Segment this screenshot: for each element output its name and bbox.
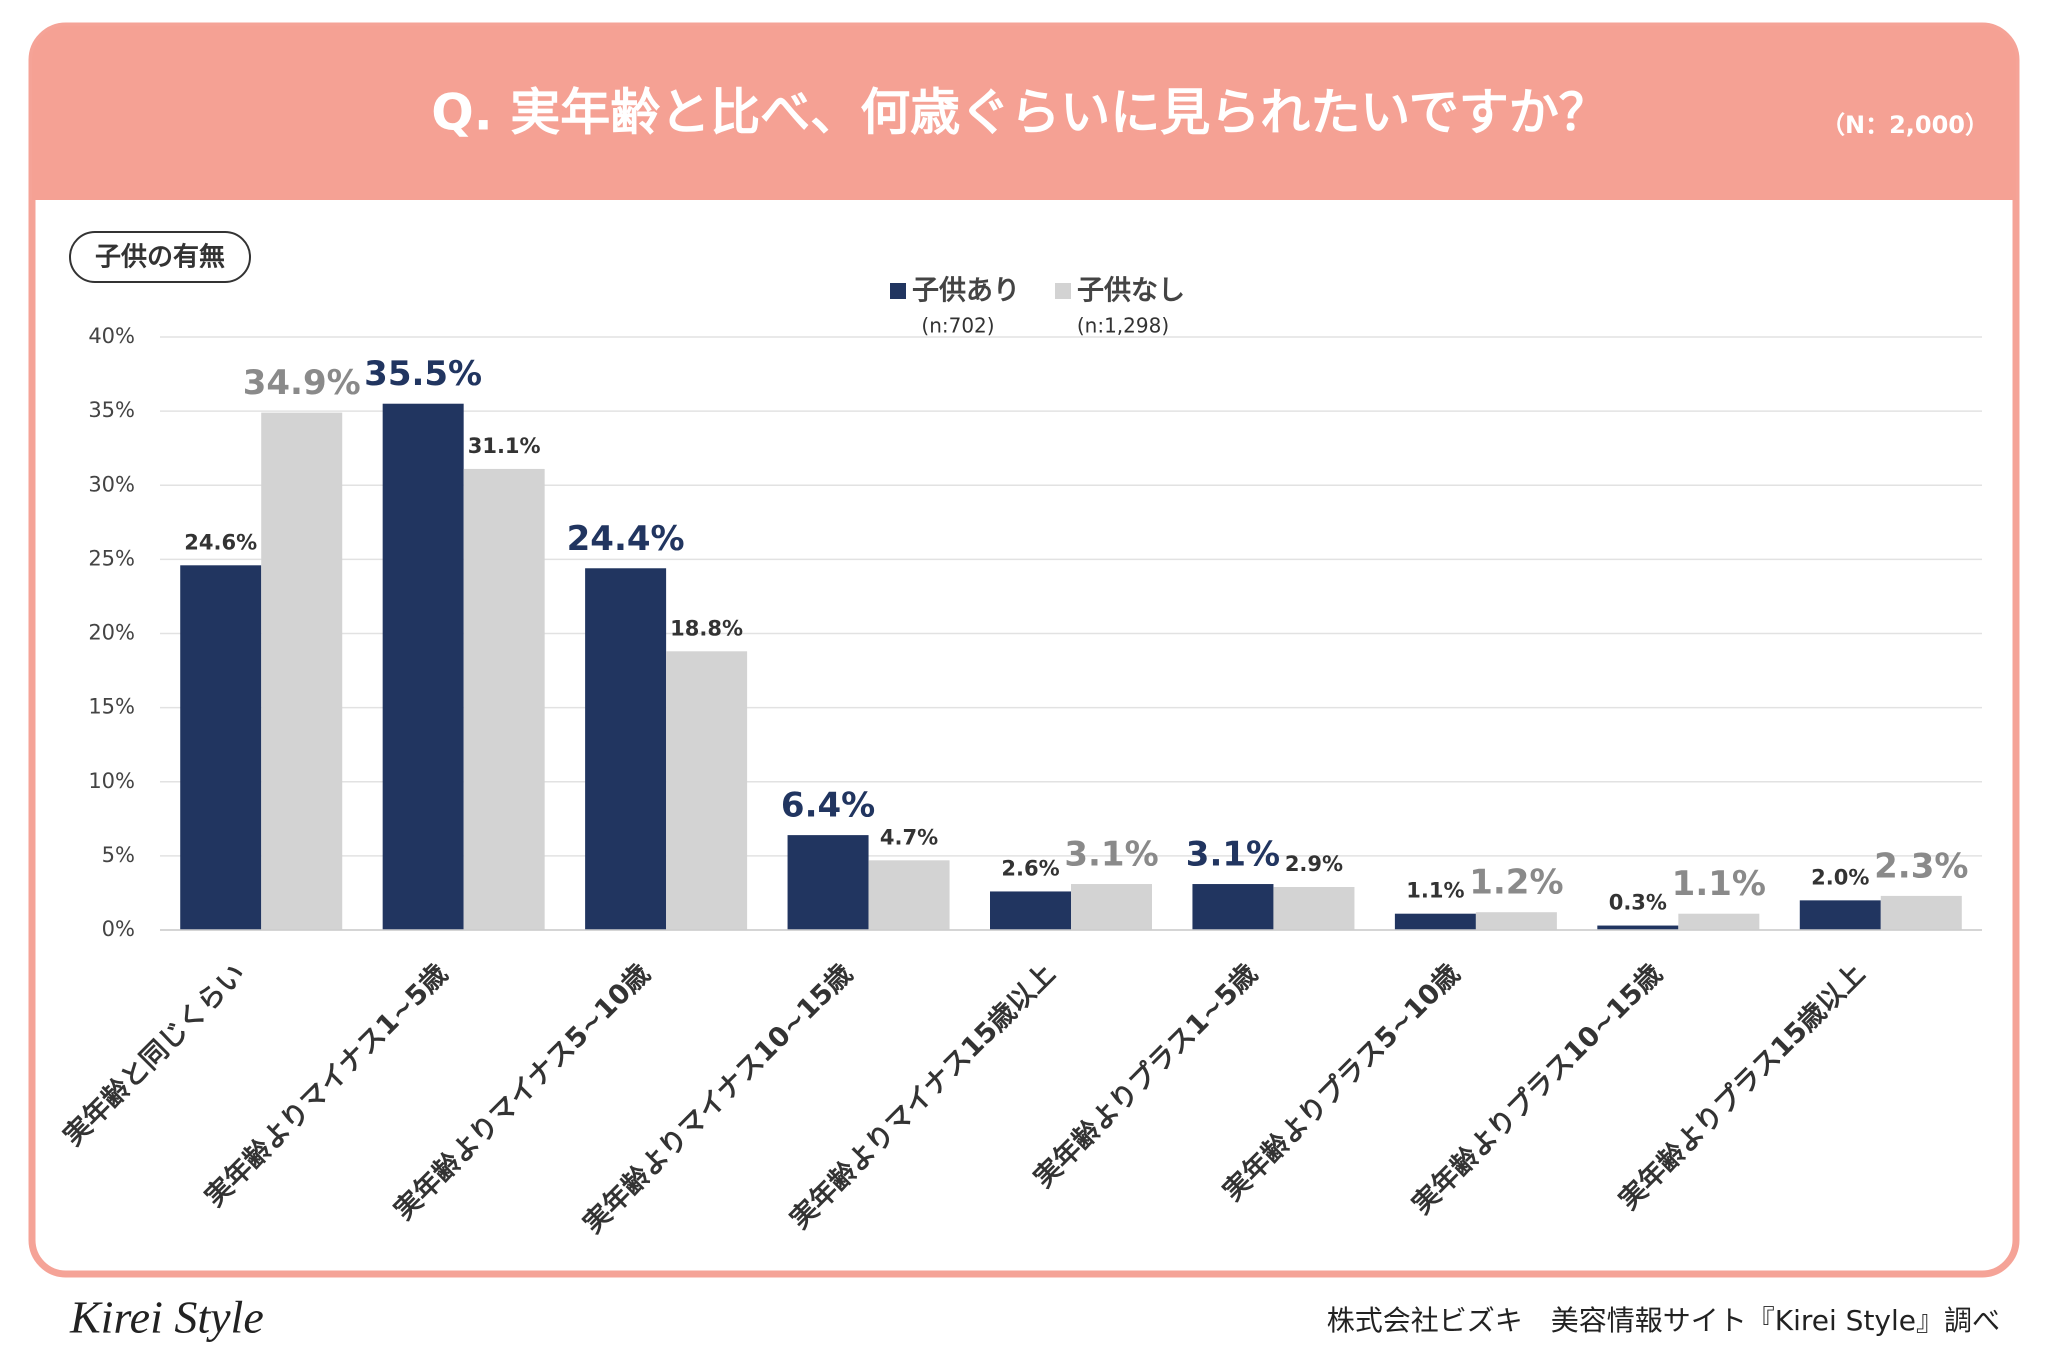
bar <box>180 565 262 930</box>
bar <box>382 403 464 930</box>
legend-note: (n:1,298) <box>1077 314 1169 338</box>
value-label: 34.9% <box>243 363 361 403</box>
legend-note: (n:702) <box>921 314 994 338</box>
bar <box>1475 912 1557 930</box>
bar <box>261 412 343 930</box>
bar <box>1273 887 1355 930</box>
legend-swatch <box>1055 283 1071 299</box>
bar <box>868 860 950 930</box>
value-label: 1.1% <box>1672 864 1766 904</box>
value-label: 2.0% <box>1811 865 1869 889</box>
y-tick-label: 10% <box>88 769 135 793</box>
value-label: 6.4% <box>781 786 875 826</box>
bar <box>990 891 1071 930</box>
bar <box>463 468 545 930</box>
value-label: 31.1% <box>468 434 541 458</box>
y-tick-label: 0% <box>102 917 135 941</box>
sample-size: （N：2,000） <box>1821 111 1989 139</box>
y-tick-label: 20% <box>88 621 135 645</box>
y-tick-label: 35% <box>88 398 135 422</box>
legend-label: 子供あり <box>912 276 1020 307</box>
y-tick-label: 5% <box>102 843 135 867</box>
value-label: 0.3% <box>1609 891 1667 915</box>
bar <box>1071 884 1152 930</box>
value-label: 2.9% <box>1285 852 1343 876</box>
badge <box>69 231 251 283</box>
badge-label: 子供の有無 <box>95 243 225 273</box>
value-label: 1.1% <box>1406 879 1464 903</box>
bar <box>1799 900 1881 930</box>
credit: 株式会社ビズキ 美容情報サイト『Kirei Style』調べ <box>1327 1304 2000 1337</box>
value-label: 35.5% <box>364 354 482 394</box>
y-tick-label: 30% <box>88 472 135 496</box>
value-label: 2.6% <box>1001 856 1059 880</box>
value-label: 2.3% <box>1874 846 1968 886</box>
logo: Kirei Style <box>69 1292 264 1343</box>
bar <box>1678 913 1760 930</box>
value-label: 3.1% <box>1186 835 1280 875</box>
legend-label: 子供なし <box>1077 276 1185 307</box>
value-label: 24.4% <box>567 519 685 559</box>
bar <box>1192 884 1274 930</box>
bar <box>666 651 748 930</box>
bar <box>585 568 667 930</box>
y-tick-label: 25% <box>88 546 135 570</box>
bar <box>1880 895 1962 930</box>
y-tick-label: 15% <box>88 695 135 719</box>
value-label: 1.2% <box>1469 863 1563 903</box>
bar <box>787 835 869 930</box>
bar <box>1597 925 1679 930</box>
legend-swatch <box>890 283 906 299</box>
value-label: 3.1% <box>1064 835 1158 875</box>
y-tick-label: 40% <box>88 324 135 348</box>
header <box>32 26 2016 200</box>
value-label: 24.6% <box>184 530 257 554</box>
value-label: 18.8% <box>670 616 743 640</box>
value-label: 4.7% <box>880 825 938 849</box>
chart-title: Q. 実年齢と比べ、何歳ぐらいに見られたいですか？ <box>431 84 1608 142</box>
bar <box>1394 913 1476 930</box>
